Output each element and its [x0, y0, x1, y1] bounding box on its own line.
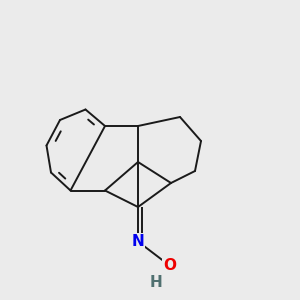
Text: O: O	[163, 258, 176, 273]
Text: H: H	[150, 275, 162, 290]
Text: N: N	[132, 234, 144, 249]
